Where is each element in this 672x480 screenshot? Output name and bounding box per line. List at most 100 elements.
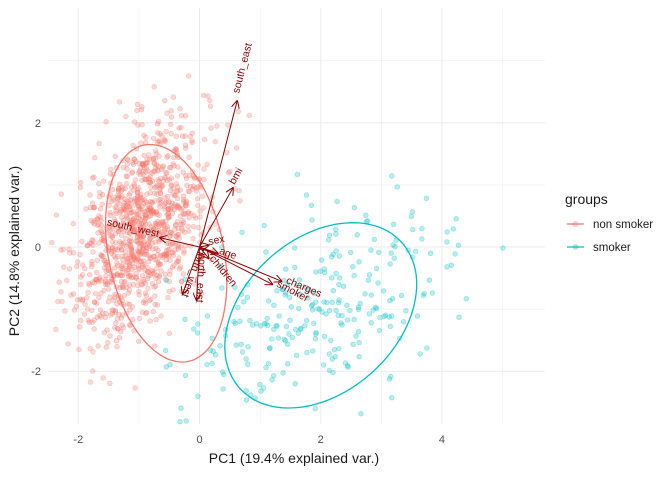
data-point — [74, 297, 81, 303]
data-point — [111, 248, 117, 254]
data-point — [335, 312, 341, 318]
data-point — [204, 161, 210, 168]
data-point — [120, 186, 126, 192]
data-point — [138, 251, 144, 257]
data-point — [79, 272, 86, 278]
data-point — [163, 128, 169, 135]
data-point — [376, 249, 382, 256]
data-point — [103, 119, 109, 125]
data-point — [145, 240, 152, 246]
data-point — [143, 199, 150, 205]
data-point — [135, 256, 142, 263]
data-point — [53, 212, 60, 218]
data-point — [389, 173, 395, 179]
data-point — [187, 133, 193, 140]
data-point — [276, 313, 282, 319]
data-point — [267, 345, 273, 351]
data-point — [109, 187, 116, 193]
data-point — [165, 211, 172, 217]
data-point — [150, 208, 156, 214]
data-point — [83, 206, 89, 212]
data-point — [116, 312, 122, 318]
data-point — [146, 221, 153, 227]
data-point — [146, 245, 152, 251]
data-point — [312, 336, 319, 342]
data-point — [127, 230, 133, 236]
data-point — [371, 236, 377, 243]
data-point — [201, 136, 208, 143]
data-point — [182, 133, 188, 139]
data-point — [137, 224, 144, 231]
data-point — [291, 245, 298, 251]
data-point — [130, 253, 136, 259]
scatter-points — [49, 73, 506, 425]
data-point — [355, 329, 362, 335]
data-point — [119, 225, 125, 232]
data-point — [163, 240, 170, 246]
data-point — [177, 244, 184, 250]
group-ellipse — [104, 143, 228, 363]
data-point — [162, 175, 169, 181]
data-point — [96, 294, 102, 301]
data-point — [296, 305, 302, 312]
data-point — [123, 236, 129, 242]
data-point — [166, 330, 173, 337]
data-point — [182, 211, 189, 217]
data-point — [133, 158, 139, 165]
data-point — [220, 386, 226, 392]
data-point — [323, 311, 329, 317]
data-point — [136, 235, 143, 241]
data-point — [119, 283, 125, 289]
data-point — [186, 154, 192, 160]
data-point — [174, 173, 181, 179]
data-point — [452, 251, 458, 257]
data-point — [155, 177, 161, 183]
data-point — [134, 238, 140, 244]
data-point — [247, 317, 253, 324]
data-point — [224, 150, 230, 156]
data-point — [310, 348, 316, 354]
x-axis-title: PC1 (19.4% explained var.) — [209, 450, 379, 466]
data-point — [193, 215, 199, 221]
data-point — [333, 231, 339, 237]
data-point — [131, 181, 137, 187]
data-point — [380, 288, 387, 294]
data-point — [108, 250, 115, 256]
data-point — [78, 317, 84, 324]
data-point — [157, 204, 163, 210]
data-point — [130, 221, 136, 227]
data-point — [140, 245, 147, 251]
data-point — [137, 194, 144, 200]
data-point — [141, 152, 147, 159]
data-point — [266, 345, 273, 352]
data-point — [127, 220, 134, 226]
data-point — [97, 206, 104, 212]
data-point — [180, 169, 187, 175]
data-point — [117, 181, 123, 188]
data-point — [102, 261, 109, 267]
data-point — [118, 272, 124, 278]
data-point — [339, 312, 345, 319]
data-point — [398, 292, 405, 299]
data-point — [344, 302, 350, 308]
data-point — [321, 333, 328, 340]
data-point — [154, 229, 160, 235]
data-point — [152, 239, 159, 245]
data-point — [123, 113, 129, 120]
data-point — [115, 194, 122, 201]
data-point — [185, 223, 191, 230]
data-point — [141, 164, 147, 171]
data-point — [77, 251, 83, 258]
data-point — [424, 345, 430, 351]
data-point — [261, 321, 268, 327]
data-point — [95, 230, 101, 236]
data-point — [165, 153, 171, 159]
data-point — [212, 139, 219, 145]
data-point — [176, 125, 182, 131]
data-point — [190, 224, 197, 230]
data-point — [173, 203, 180, 209]
data-point — [150, 269, 156, 275]
loading-label: age — [218, 245, 239, 262]
data-point — [350, 264, 356, 270]
data-point — [195, 184, 201, 190]
